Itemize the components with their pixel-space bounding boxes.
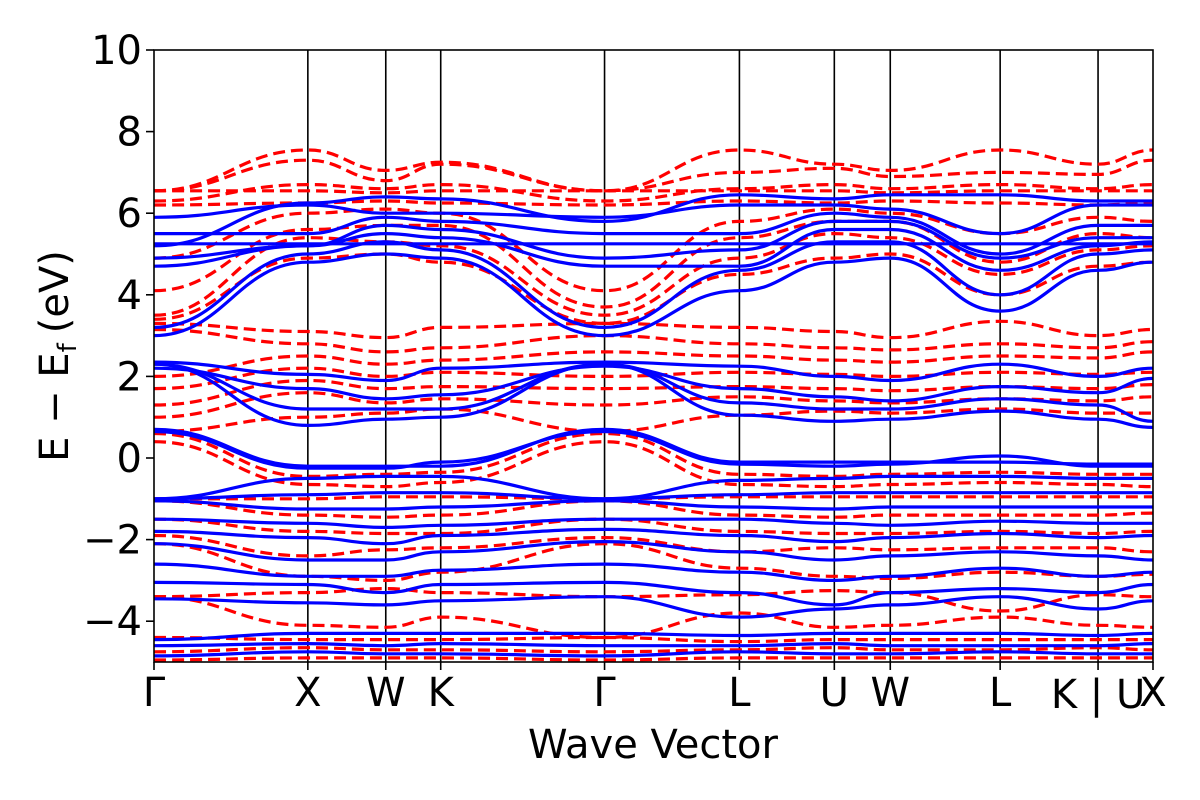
solid-band-2 xyxy=(154,631,1153,642)
solid-band-1 xyxy=(154,641,1153,648)
solid-band-7 xyxy=(154,527,1153,546)
dashed-band-1 xyxy=(154,646,1153,654)
solid-band-18 xyxy=(154,252,1153,338)
y-axis-title-subscript: f xyxy=(53,342,83,352)
solid-band-6 xyxy=(154,539,1153,562)
solid-band-16 xyxy=(154,364,1153,403)
dashed-band-5 xyxy=(154,542,1153,583)
dashed-band-7 xyxy=(154,517,1153,536)
y-axis-title: E − Ef (eV) xyxy=(32,250,83,462)
plot-frame xyxy=(153,49,1154,663)
x-tick-label-5: L xyxy=(728,670,751,716)
dashed-band-27 xyxy=(154,148,1153,193)
solid-band-17 xyxy=(154,360,1153,383)
solid-band-8 xyxy=(154,517,1153,530)
y-tick-label-4: 4 xyxy=(117,273,142,319)
solid-band-20 xyxy=(154,227,1153,272)
dashed-band-12 xyxy=(154,407,1153,434)
dashed-band-15 xyxy=(154,366,1153,391)
y-tick-label-6: 8 xyxy=(117,110,142,156)
y-tick-label-0: −4 xyxy=(83,599,142,645)
solid-band-24 xyxy=(154,203,1153,236)
dashed-band-17 xyxy=(154,327,1153,354)
dashed-band-18 xyxy=(154,319,1153,340)
solid-band-25 xyxy=(154,193,1153,248)
dashed-band-26 xyxy=(154,158,1153,193)
solid-band-5 xyxy=(154,562,1153,583)
dashed-band-11 xyxy=(154,431,1153,479)
x-tick-label-3: K xyxy=(428,670,456,716)
dashed-band-10 xyxy=(154,440,1153,489)
solid-band-12 xyxy=(154,427,1153,468)
solid-band-9 xyxy=(154,499,1153,511)
y-tick-label-3: 2 xyxy=(117,354,142,400)
y-tick-label-2: 0 xyxy=(117,436,142,482)
dashed-band-25 xyxy=(154,182,1153,203)
y-axis-ticks: −4 −2 0 2 4 6 8 10 xyxy=(83,28,154,645)
y-tick-label-7: 10 xyxy=(91,28,142,74)
solid-band-10 xyxy=(154,491,1153,501)
solid-band-14 xyxy=(154,362,1153,429)
solid-band-19 xyxy=(154,240,1153,330)
dashed-band-2 xyxy=(154,635,1153,644)
solid-band-0 xyxy=(154,650,1153,658)
solid-band-21 xyxy=(154,219,1153,260)
dashed-band-4 xyxy=(154,586,1153,613)
x-axis-title: Wave Vector xyxy=(528,722,779,768)
solid-band-11 xyxy=(154,474,1153,501)
dashed-band-3 xyxy=(154,595,1153,640)
y-axis-title-unit: (eV) xyxy=(32,250,78,333)
x-tick-label-9: K | U xyxy=(1051,672,1145,718)
solid-band-3 xyxy=(154,595,1153,619)
x-tick-label-2: W xyxy=(366,670,406,716)
x-tick-label-4: Γ xyxy=(593,670,616,716)
solid-band-13 xyxy=(154,429,1153,470)
x-tick-label-7: W xyxy=(870,670,910,716)
x-tick-label-1: X xyxy=(294,670,321,716)
dashed-band-23 xyxy=(154,199,1153,207)
band-lines xyxy=(154,148,1153,662)
solid-band-15 xyxy=(154,362,1153,423)
solid-band-4 xyxy=(154,580,1153,607)
x-tick-label-10: X xyxy=(1139,670,1166,716)
x-tick-label-0: Γ xyxy=(143,670,166,716)
y-tick-label-1: −2 xyxy=(83,518,142,564)
y-axis-title-main: E − E xyxy=(32,352,78,462)
x-tick-label-8: L xyxy=(989,670,1012,716)
x-tick-label-6: U xyxy=(820,670,849,716)
dashed-band-9 xyxy=(154,495,1153,501)
dashed-band-16 xyxy=(154,350,1153,378)
dashed-band-8 xyxy=(154,499,1153,519)
dashed-band-0 xyxy=(154,656,1153,662)
y-tick-label-5: 6 xyxy=(117,191,142,237)
solid-band-23 xyxy=(154,211,1153,256)
